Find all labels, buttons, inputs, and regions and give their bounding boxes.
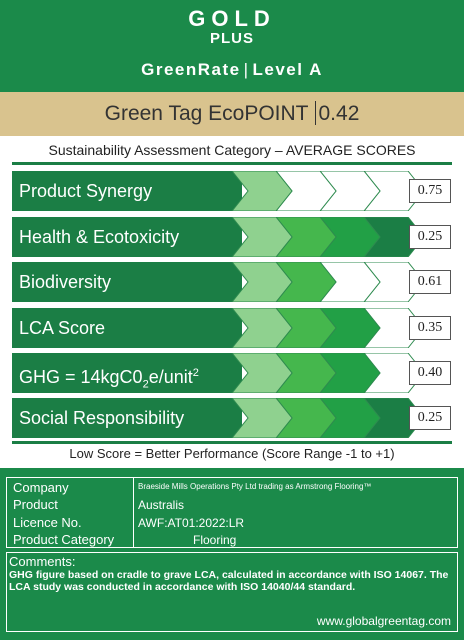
chevron-1 — [231, 262, 293, 302]
divider-top — [12, 162, 452, 165]
product-value: Australis — [138, 498, 185, 512]
tier-subtitle: PLUS — [209, 30, 254, 47]
category-title: Sustainability Assessment Category – AVE… — [48, 142, 416, 158]
comments-body: GHG figure based on cradle to grave LCA,… — [9, 569, 449, 593]
category-label: Health & Ecotoxicity — [12, 217, 242, 257]
score-box: 0.75 — [409, 179, 451, 203]
greenrate-separator: | — [243, 60, 250, 79]
ghg-label-sup: 2 — [192, 367, 199, 379]
category-label: LCA Score — [12, 308, 242, 348]
ghg-label-mid: e/unit — [148, 367, 193, 387]
score-box: 0.25 — [409, 406, 451, 430]
ecopoint-label: Green Tag EcoPOINT — [104, 102, 309, 125]
divider-bottom — [12, 441, 452, 444]
category-label: Product Synergy — [12, 171, 242, 211]
score-box: 0.40 — [409, 361, 451, 385]
score-box: 0.61 — [409, 270, 451, 294]
header-banner: GOLD PLUS GreenRate | Level A — [0, 0, 464, 92]
licence-key: Licence No. — [13, 515, 82, 530]
chevron-1 — [231, 398, 293, 438]
greenrate-label: GreenRate — [141, 60, 241, 79]
ghg-label-sub: 2 — [142, 378, 149, 391]
score-box: 0.25 — [409, 225, 451, 249]
tier-title: GOLD — [188, 6, 276, 31]
category-key: Product Category — [13, 532, 115, 547]
category-row: LCA Score 0.35 — [12, 308, 452, 348]
info-table: Company Product Licence No. Product Cate… — [6, 477, 458, 548]
level-label: Level — [252, 60, 304, 79]
product-key: Product — [13, 497, 58, 512]
category-row: Biodiversity 0.61 — [12, 262, 452, 302]
score-footnote: Low Score = Better Performance (Score Ra… — [69, 446, 395, 461]
category-label: GHG = 14kgC02e/unit2 — [12, 353, 242, 393]
score-chevrons — [231, 308, 424, 348]
licence-value: AWF:AT01:2022:LR — [138, 516, 245, 530]
category-label: Biodiversity — [12, 262, 242, 302]
chevron-1 — [231, 353, 293, 393]
category-row: GHG = 14kgC02e/unit2 0.40 — [12, 353, 452, 393]
score-chevrons — [231, 171, 424, 211]
level-value: A — [309, 60, 323, 79]
ghg-label-main: GHG = 14kgC0 — [19, 367, 143, 387]
category-row: Social Responsibility 0.25 — [12, 398, 452, 438]
category-label: Social Responsibility — [12, 398, 242, 438]
website-link[interactable]: www.globalgreentag.com — [316, 614, 451, 628]
score-chevrons — [231, 398, 424, 438]
info-column-divider — [133, 478, 134, 547]
category-row: Health & Ecotoxicity 0.25 — [12, 217, 452, 257]
ecopoint-value: 0.42 — [318, 102, 360, 125]
chevron-1 — [231, 308, 293, 348]
category-row: Product Synergy 0.75 — [12, 171, 452, 211]
score-chevrons — [231, 217, 424, 257]
comments-box: Comments: GHG figure based on cradle to … — [6, 552, 458, 632]
score-chevrons — [231, 262, 424, 302]
score-box: 0.35 — [409, 316, 451, 340]
greenrate-level: GreenRate | Level A — [0, 60, 464, 80]
chevron-1 — [231, 217, 293, 257]
score-chevrons — [231, 353, 424, 393]
company-key: Company — [13, 480, 69, 495]
info-panel: Company Product Licence No. Product Cate… — [0, 468, 464, 640]
category-value: Flooring — [193, 533, 237, 547]
comments-title: Comments: — [9, 554, 76, 569]
company-value: Braeside Mills Operations Pty Ltd tradin… — [138, 482, 372, 491]
chevron-1 — [231, 171, 293, 211]
ecopoint-bar: Green Tag EcoPOINT 0.42 — [0, 92, 464, 136]
ecopoint-divider — [314, 100, 316, 125]
